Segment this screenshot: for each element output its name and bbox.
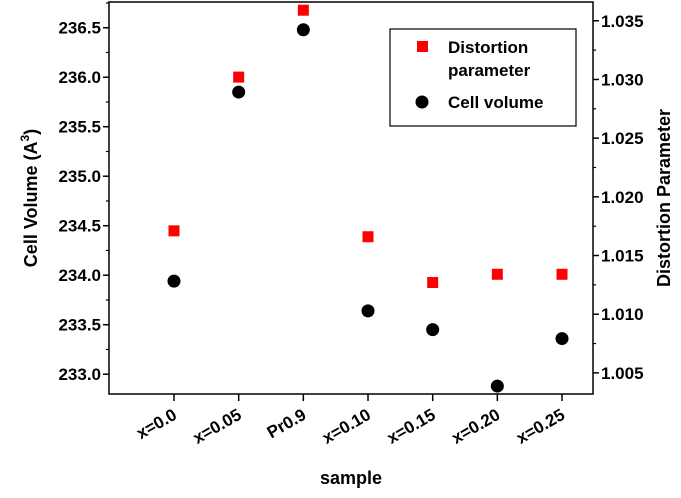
x-axis-title: sample xyxy=(320,468,382,488)
right-tick-label: 1.015 xyxy=(601,247,644,266)
legend-label-cell-volume: Cell volume xyxy=(448,93,543,112)
left-tick-label: 235.0 xyxy=(58,167,101,186)
legend: Distortion parameter Cell volume xyxy=(389,28,577,127)
right-axis-title: Distortion Parameter xyxy=(654,109,674,287)
left-axis-title-close: ) xyxy=(21,129,41,135)
cell-volume-point xyxy=(167,274,181,288)
distortion-point xyxy=(297,4,309,16)
right-tick-label: 1.020 xyxy=(601,188,644,207)
left-tick-label: 234.5 xyxy=(58,217,101,236)
x-tick-label: x=0.10 xyxy=(319,405,374,448)
cell-volume-point xyxy=(361,304,375,318)
distortion-point xyxy=(427,277,439,289)
left-tick-label: 233.5 xyxy=(58,316,101,335)
left-axis-title: Cell Volume (A3) xyxy=(18,129,41,267)
cell-volume-point xyxy=(296,23,310,37)
cell-volume-point xyxy=(232,85,246,99)
x-tick-label: x=0.25 xyxy=(513,405,568,448)
left-tick-label: 233.0 xyxy=(58,365,101,384)
distortion-point xyxy=(233,71,245,83)
left-axis-title-main: Cell Volume (A xyxy=(21,142,41,268)
left-axis-title-sup: 3 xyxy=(18,135,32,142)
right-tick-label: 1.025 xyxy=(601,129,644,148)
plot-frame xyxy=(108,1,594,395)
left-tick-label: 236.0 xyxy=(58,68,101,87)
legend-label-distortion-line1: Distortion xyxy=(448,38,528,57)
distortion-point xyxy=(362,231,374,243)
cell-volume-series xyxy=(167,23,569,393)
right-tick-label: 1.035 xyxy=(601,12,644,31)
cell-volume-point xyxy=(555,332,569,346)
x-tick-label: x=0.15 xyxy=(384,405,439,448)
left-tick-label: 235.5 xyxy=(58,118,101,137)
distortion-point xyxy=(491,268,503,280)
distortion-series xyxy=(168,4,568,289)
left-axis-ticks: 233.0 233.5 234.0 234.5 235.0 235.5 236.0 236.5 xyxy=(58,2,109,384)
distortion-point xyxy=(168,225,180,237)
right-axis-ticks: 1.005 1.010 1.015 1.020 1.025 1.030 1.035 xyxy=(593,12,644,383)
right-tick-label: 1.005 xyxy=(601,364,644,383)
left-tick-label: 236.5 xyxy=(58,19,101,38)
distortion-point xyxy=(556,268,568,280)
x-tick-label: x=0.0 xyxy=(133,405,180,443)
legend-marker-distortion xyxy=(417,41,428,52)
cell-volume-point xyxy=(426,323,440,337)
x-tick-label: x=0.20 xyxy=(448,405,503,448)
left-tick-label: 234.0 xyxy=(58,266,101,285)
right-tick-label: 1.010 xyxy=(601,305,644,324)
right-tick-label: 1.030 xyxy=(601,70,644,89)
legend-marker-cell-volume xyxy=(415,95,429,109)
legend-label-distortion-line2: parameter xyxy=(448,61,531,80)
cell-volume-point xyxy=(490,379,504,393)
x-axis-ticks: x=0.0 x=0.05 Pr0.9 x=0.10 x=0.15 x=0.20 x=0.25 xyxy=(133,394,568,448)
x-tick-label: x=0.05 xyxy=(190,405,245,448)
x-tick-label: Pr0.9 xyxy=(264,405,310,442)
